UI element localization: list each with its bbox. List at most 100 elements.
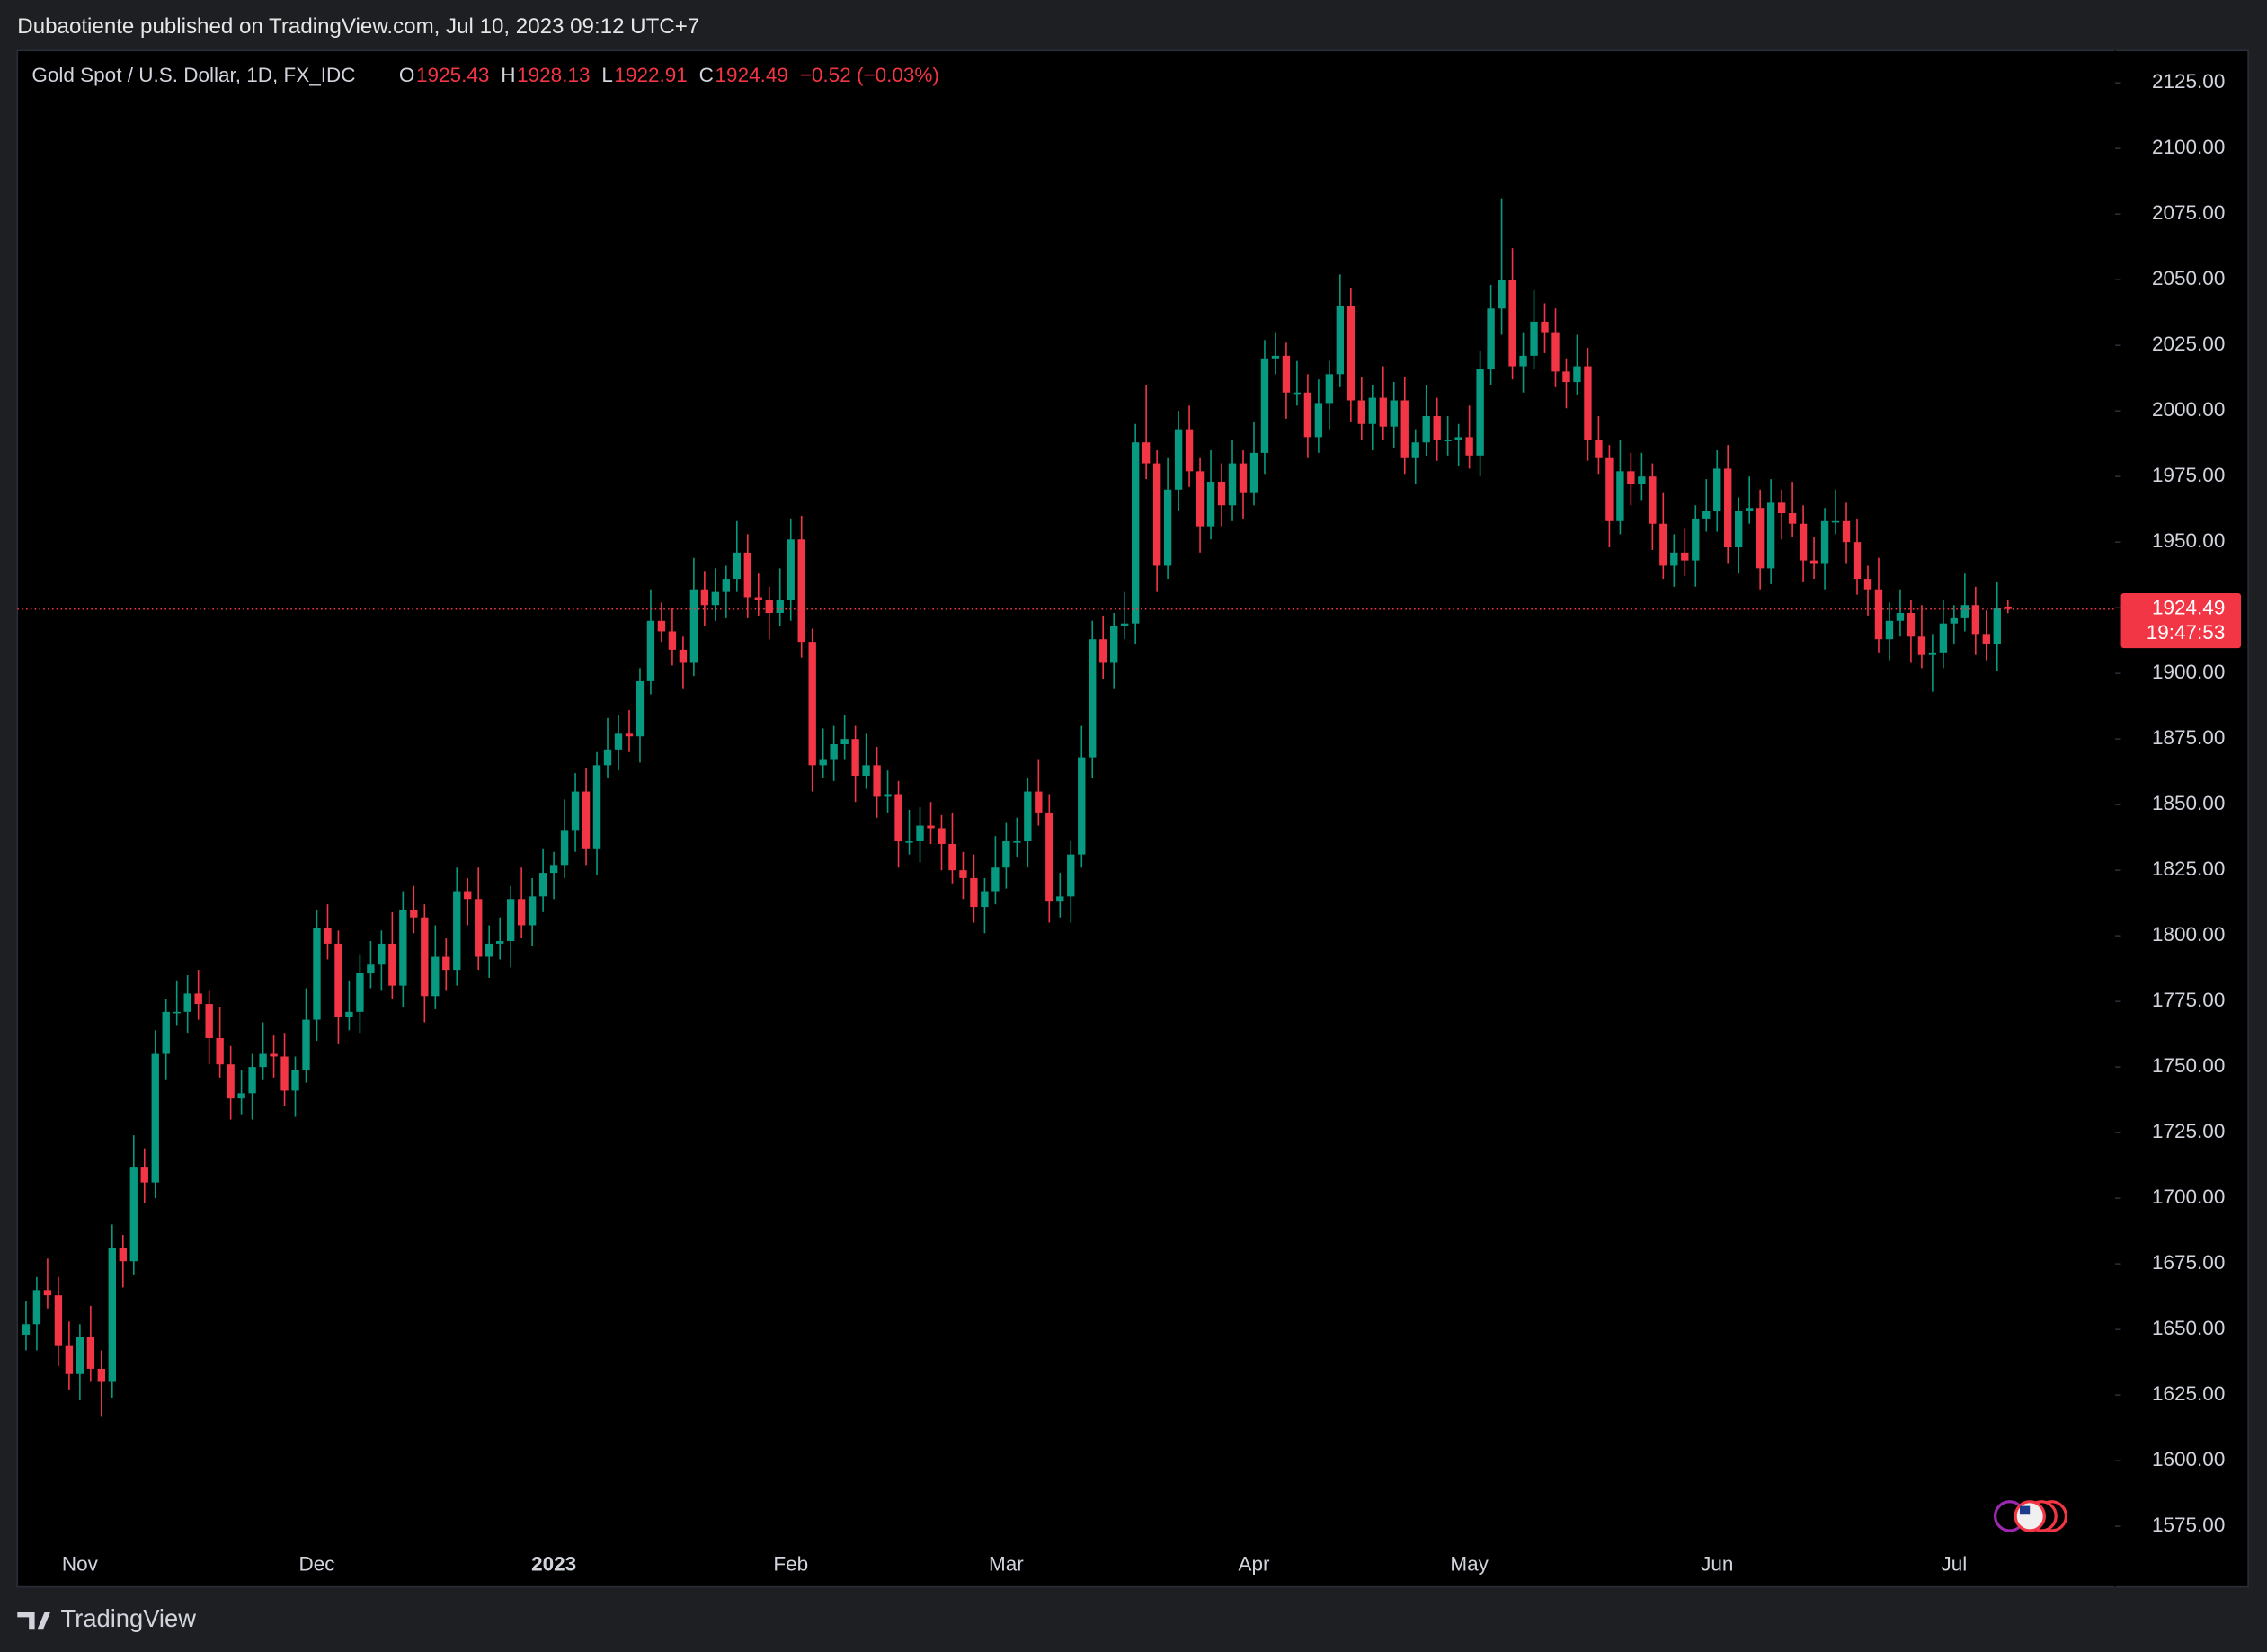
legend-letter: O <box>399 64 415 86</box>
candle-body <box>1454 437 1462 440</box>
candle-body <box>1314 403 1323 438</box>
candle-body <box>894 794 902 842</box>
candle-body <box>1584 366 1592 440</box>
candle-body <box>1056 896 1064 902</box>
footer-logo <box>17 1611 51 1630</box>
y-tick-label: 2025.00 <box>2152 333 2225 355</box>
y-tick-label: 1900.00 <box>2152 661 2225 683</box>
candle-body <box>1152 463 1161 566</box>
candle-body <box>787 539 795 600</box>
candle-body <box>1013 841 1021 843</box>
candle-body <box>1163 489 1172 566</box>
candle-body <box>1089 639 1097 758</box>
x-tick-label: Feb <box>773 1552 808 1575</box>
candle-body <box>711 591 720 606</box>
candle-body <box>528 896 537 926</box>
candle-body <box>1627 471 1635 484</box>
candle-body <box>388 943 396 986</box>
candle-body <box>1928 652 1937 655</box>
candle-body <box>399 909 407 986</box>
candle-body <box>1681 552 1689 561</box>
candle-body <box>765 600 773 614</box>
candle-body <box>689 589 698 663</box>
candle-body <box>1917 636 1926 655</box>
candle-body <box>1487 308 1495 369</box>
y-tick-label: 2000.00 <box>2152 398 2225 421</box>
legend-value: 1922.91 <box>614 64 687 86</box>
candle-body <box>1863 579 1872 590</box>
candle-body <box>1368 397 1376 424</box>
candle-body <box>938 828 946 844</box>
candle-body <box>1347 306 1356 401</box>
candle-body <box>1045 812 1053 902</box>
candle-body <box>851 739 859 777</box>
legend-value: 1924.49 <box>716 64 788 86</box>
candle-body <box>1239 463 1248 493</box>
candle-body <box>1541 321 1549 333</box>
candle-body <box>679 649 688 663</box>
candle-body <box>496 940 504 944</box>
candle-body <box>485 943 493 957</box>
candle-body <box>1476 369 1484 456</box>
candle-body <box>1638 476 1646 484</box>
candle-body <box>614 733 623 750</box>
countdown-label: 19:47:53 <box>2147 621 2226 644</box>
candles <box>22 198 2012 1417</box>
candle-body <box>1303 392 1312 438</box>
candle-body <box>592 765 601 849</box>
candle-body <box>981 891 989 908</box>
candle-body <box>1562 371 1570 383</box>
candle-body <box>32 1290 41 1325</box>
candle-body <box>280 1056 289 1091</box>
candle-body <box>65 1345 74 1374</box>
candle-body <box>421 917 429 997</box>
candle-body <box>334 943 342 1017</box>
x-tick-label: 2023 <box>531 1552 576 1575</box>
y-tick-label: 1850.00 <box>2152 792 2225 814</box>
candle-body <box>345 1011 353 1017</box>
candle-body <box>1379 397 1387 427</box>
candle-body <box>1746 508 1754 511</box>
candle-body <box>431 956 440 997</box>
y-tick-label: 1700.00 <box>2152 1186 2225 1208</box>
last-price-box <box>2120 592 2242 649</box>
candle-body <box>657 620 666 632</box>
candle-body <box>776 600 784 614</box>
legend-value: 1925.43 <box>416 64 489 86</box>
x-tick-label: May <box>1450 1552 1489 1575</box>
candle-body <box>1249 452 1258 493</box>
plot-frame <box>16 49 2249 1588</box>
y-tick-label: 2075.00 <box>2152 201 2225 224</box>
candle-body <box>1960 605 1969 618</box>
y-tick-label: 1575.00 <box>2152 1514 2225 1536</box>
candle-body <box>582 791 591 849</box>
candle-body <box>1724 468 1732 548</box>
x-tick-label: Dec <box>298 1552 334 1575</box>
candle-body <box>1099 639 1107 663</box>
candle-body <box>1508 280 1516 367</box>
candle-body <box>722 579 731 592</box>
candle-body <box>506 899 515 941</box>
candle-body <box>1702 511 1711 519</box>
candle-body <box>367 964 375 973</box>
candle-body <box>43 1290 52 1296</box>
y-tick-label: 1875.00 <box>2152 726 2225 749</box>
candle-body <box>1982 634 1990 645</box>
logo-mark <box>17 1611 51 1630</box>
candle-body <box>549 865 558 874</box>
candle-body <box>1950 617 1959 624</box>
legend-value: 1928.13 <box>517 64 590 86</box>
candle-body <box>1357 400 1365 424</box>
candle-body <box>54 1295 63 1346</box>
candle-body <box>1196 471 1205 527</box>
legend-letter: C <box>699 64 714 86</box>
candle-body <box>237 1093 245 1099</box>
candle-body <box>1616 471 1624 521</box>
y-tick-label: 2050.00 <box>2152 267 2225 289</box>
candle-body <box>1498 280 1506 309</box>
candle-body <box>884 794 892 797</box>
candle-body <box>840 739 849 745</box>
y-tick-label: 1600.00 <box>2152 1448 2225 1470</box>
candle-body <box>1820 520 1829 564</box>
